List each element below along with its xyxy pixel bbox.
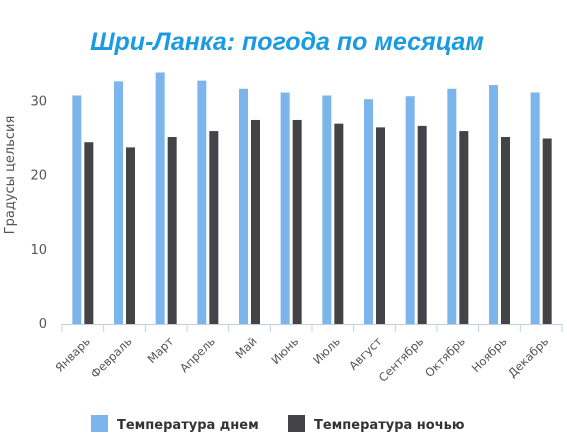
y-tick-label: 30 [30,94,47,109]
x-tick-label: Январь [52,334,93,375]
bar-series-2-9[interactable] [417,125,427,324]
bar-series-1-6[interactable] [280,92,290,324]
x-tick-label: Февраль [88,334,135,381]
x-tick-label: Май [232,334,259,361]
bar-series-2-12[interactable] [542,138,552,325]
y-tick-label: 0 [39,317,47,332]
bar-series-1-4[interactable] [197,80,207,325]
bar-series-2-1[interactable] [84,142,94,324]
x-tick-label: Август [346,334,385,373]
bar-series-2-5[interactable] [251,119,260,324]
bar-series-1-11[interactable] [489,85,498,325]
bar-series-2-2[interactable] [126,147,135,324]
y-tick-label: 10 [30,243,47,258]
legend-item-1[interactable]: Температура днем [91,415,259,433]
y-axis-ticks: 0 10 20 30 [30,94,47,332]
legend-swatch [288,415,305,432]
bar-series-1-3[interactable] [155,72,165,324]
legend-label: Температура ночью [314,418,465,433]
legend-label: Температура днем [117,418,259,433]
legend-swatch [91,415,108,432]
x-tick-label: Июль [310,334,343,367]
x-tick-label: Июнь [268,334,301,367]
bar-series-1-7[interactable] [322,95,332,325]
bars [72,72,552,325]
chart-title: Шри-Ланка: погода по месяцам [90,28,484,56]
x-tick-label: Ноябрь [469,334,510,375]
x-tick-label: Апрель [177,334,218,375]
y-tick-label: 20 [30,169,47,184]
bar-series-2-8[interactable] [376,127,385,325]
bar-series-1-1[interactable] [72,95,82,325]
y-axis-label: Градусы цельсия [3,116,18,235]
bar-series-2-4[interactable] [209,131,219,324]
legend-item-2[interactable]: Температура ночью [288,415,465,433]
bar-series-2-10[interactable] [459,131,469,324]
bar-series-1-10[interactable] [447,88,457,324]
x-tick-label: Сентябрь [376,334,427,385]
bar-series-1-2[interactable] [114,81,123,324]
bar-series-2-6[interactable] [292,119,302,324]
x-tick-label: Декабрь [505,334,551,380]
bar-series-1-12[interactable] [530,92,540,324]
bar-series-1-8[interactable] [364,99,373,324]
x-tick-label: Март [144,334,176,366]
bar-series-2-7[interactable] [334,123,344,324]
bar-series-1-9[interactable] [405,96,415,325]
bar-series-2-3[interactable] [167,137,177,324]
bar-series-1-5[interactable] [239,88,248,324]
bar-series-2-11[interactable] [501,137,510,324]
x-tick-label: Октябрь [422,334,468,380]
legend[interactable]: Температура днем Температура ночью [91,415,465,433]
